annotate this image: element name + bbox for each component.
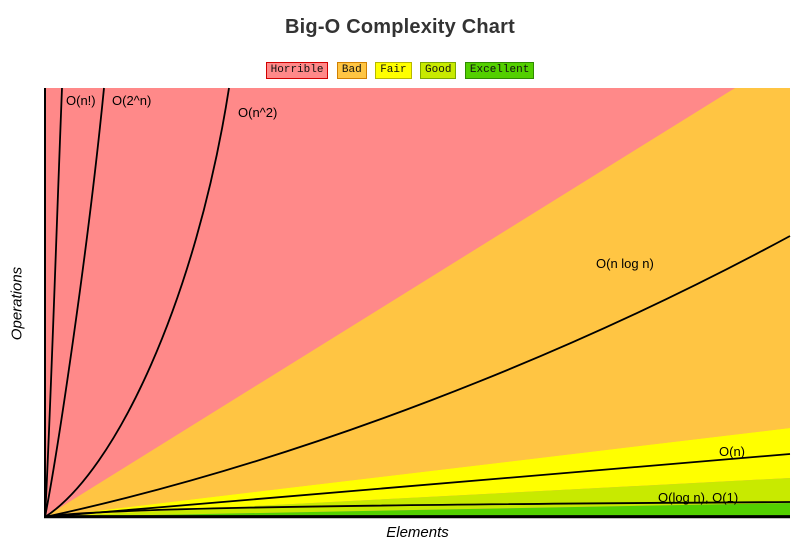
- region-excellent: [45, 503, 790, 517]
- legend-item-good: Good: [420, 62, 457, 80]
- label-n-factorial: O(n!): [66, 93, 96, 108]
- region-fair: [45, 428, 790, 517]
- label-log-n-const: O(log n), O(1): [658, 490, 738, 505]
- curve-n-log-n: [44, 235, 791, 518]
- label-n-log-n: O(n log n): [596, 256, 654, 271]
- legend-item-bad: Bad: [336, 62, 367, 80]
- curve-n-linear: [44, 453, 791, 518]
- legend-item-fair: Fair: [375, 62, 412, 80]
- chart-title: Big-O Complexity Chart: [285, 16, 515, 38]
- legend-item-horrible: Horrible: [265, 62, 329, 80]
- curve-n-factorial: [44, 87, 63, 518]
- legend-item-excellent: Excellent: [464, 62, 535, 80]
- y-axis-label: Operations: [8, 266, 26, 341]
- curve-2-pow-n: [44, 87, 105, 518]
- legend: Horrible Bad Fair Good Excellent: [0, 62, 800, 80]
- label-n-linear: O(n): [719, 444, 745, 459]
- x-axis-label: Elements: [386, 524, 449, 541]
- region-bad: [45, 88, 790, 517]
- curve-log-n: [44, 501, 791, 518]
- label-n-squared: O(n^2): [238, 105, 277, 120]
- curve-n-squared: [44, 87, 230, 518]
- label-2-pow-n: O(2^n): [112, 93, 151, 108]
